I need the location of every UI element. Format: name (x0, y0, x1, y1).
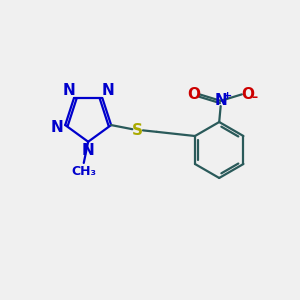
Text: N: N (50, 120, 63, 135)
Text: S: S (132, 123, 143, 138)
Text: N: N (62, 83, 75, 98)
Text: N: N (101, 83, 114, 98)
Text: O: O (241, 87, 254, 102)
Text: –: – (251, 92, 257, 104)
Text: N: N (214, 93, 227, 108)
Text: CH₃: CH₃ (71, 165, 96, 178)
Text: O: O (187, 87, 200, 102)
Text: N: N (82, 143, 94, 158)
Text: +: + (223, 91, 232, 100)
